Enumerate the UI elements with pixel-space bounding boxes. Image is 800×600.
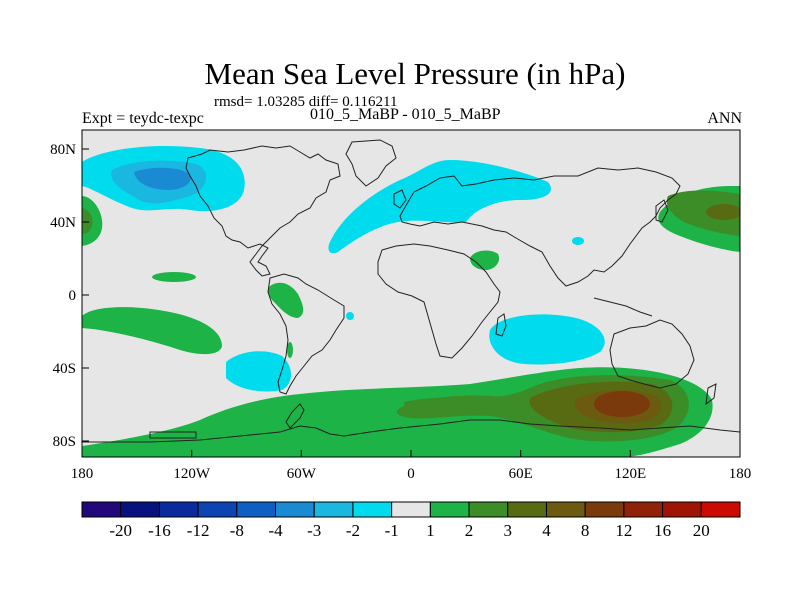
colorbar-label: -12 [187, 521, 210, 540]
colorbar-box [507, 501, 547, 518]
contour-neg1-south-atlantic [226, 351, 291, 392]
colorbar-box [158, 501, 199, 518]
lat-label-80n: 80N [50, 142, 76, 158]
contour-pos2-east-pacific [82, 307, 222, 355]
colorbar-box [468, 501, 509, 518]
contour-fields [82, 145, 740, 457]
coastline-madagascar [495, 313, 507, 337]
coastline-australia [609, 319, 695, 389]
coastline-north-america [185, 145, 341, 277]
coastline-new-zealand [705, 383, 717, 406]
axis-ticks [81, 148, 741, 457]
colorbar-box [391, 501, 431, 518]
colorbar-label: 16 [654, 521, 671, 540]
colorbar-label: 2 [465, 521, 474, 540]
colorbar-box [197, 501, 238, 518]
coastline-antarctic-peninsula [285, 403, 305, 429]
colorbar-label: 12 [615, 521, 632, 540]
lon-label-60w: 60W [287, 466, 317, 482]
colorbar-box [352, 501, 393, 518]
colorbar-box [662, 501, 702, 518]
contour-pos2-south-america [267, 282, 304, 318]
coastline-south-america [267, 273, 345, 395]
colorbar-label: 8 [581, 521, 590, 540]
colorbar-label: -3 [307, 521, 321, 540]
colorbar-label: 4 [542, 521, 551, 540]
colorbar-box [275, 501, 315, 518]
colorbar-labels: -20 -16 -12 -8 -4 -3 -2 -1 1 2 3 4 8 12 16 20 [109, 521, 709, 540]
lon-label-120e: 120E [614, 466, 646, 482]
coastline-greenland [345, 139, 397, 187]
contour-neg1-atlantic-europe [328, 160, 551, 254]
contour-pos2-chile [287, 342, 293, 358]
contour-neg1-small [572, 237, 584, 245]
lon-label-60e: 60E [509, 466, 533, 482]
lat-label-40s: 40S [53, 361, 76, 377]
colorbar-label: -16 [148, 521, 171, 540]
map-title: Mean Sea Level Pressure (in hPa) [204, 56, 626, 91]
colorbar-label: -20 [109, 521, 132, 540]
contour-pos12-southern-ocean [594, 391, 650, 417]
contour-pos2-central-pacific [152, 272, 196, 282]
colorbar-label: 1 [426, 521, 435, 540]
colorbar-box [700, 501, 741, 518]
coastline-antarctica [82, 419, 740, 443]
colorbar-label: 3 [504, 521, 513, 540]
coastline-japan [655, 199, 669, 223]
coastlines [82, 139, 740, 443]
colorbar-label: -4 [268, 521, 283, 540]
contour-pos3-northeast-pacific-edge [82, 208, 93, 234]
coastline-eurasia [399, 167, 681, 287]
contour-neg3-north-pacific [134, 167, 191, 190]
lat-label-80s: 80S [53, 434, 76, 450]
contour-pos3-north-pacific-west [666, 190, 740, 236]
coastline-africa [377, 243, 501, 359]
colorbar-box [120, 501, 160, 518]
experiment-label: Expt = teydc-texpc [82, 110, 204, 127]
colorbar-box [545, 501, 586, 518]
colorbar-box [584, 501, 625, 518]
colorbar [81, 501, 741, 518]
coastline-ross-shelf [149, 431, 197, 439]
colorbar-box [81, 501, 122, 518]
season-label: ANN [707, 110, 742, 127]
contour-pos4-north-pacific-west [706, 204, 740, 220]
rmsd-diff-stats: rmsd= 1.03285 diff= 0.116211 [214, 94, 398, 110]
colorbar-box [313, 501, 354, 518]
lon-label-180w: 180 [71, 466, 94, 482]
colorbar-label: -8 [230, 521, 244, 540]
colorbar-box [623, 501, 664, 518]
contour-pos3-southern-band [403, 397, 500, 412]
coastline-uk [393, 189, 407, 209]
lat-label-40n: 40N [50, 215, 76, 231]
lon-label-180e: 180 [729, 466, 752, 482]
colorbar-box [429, 501, 470, 518]
contour-neg1-indian-ocean [489, 314, 605, 365]
colorbar-label: -2 [346, 521, 360, 540]
lat-label-0: 0 [69, 288, 77, 304]
comparison-label: 010_5_MaBP - 010_5_MaBP [310, 106, 501, 123]
contour-pos2-africa [470, 250, 500, 270]
coastline-indonesia [593, 297, 653, 317]
colorbar-label: -1 [385, 521, 399, 540]
colorbar-label: 20 [693, 521, 710, 540]
lon-label-0: 0 [407, 466, 415, 482]
lon-label-120w: 120W [173, 466, 211, 482]
colorbar-box [236, 501, 277, 518]
contour-neg1-small-2 [346, 312, 354, 320]
